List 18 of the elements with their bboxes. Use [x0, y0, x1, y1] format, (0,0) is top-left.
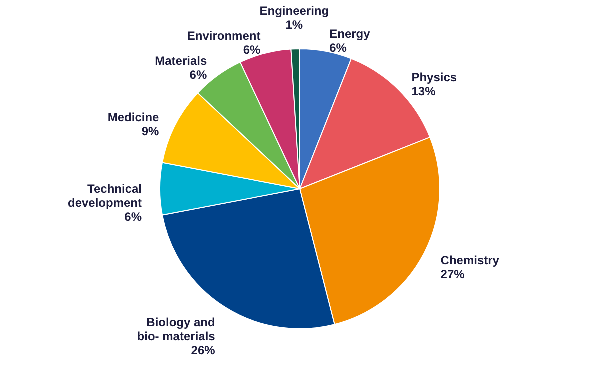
data-label: 6%	[124, 210, 142, 224]
data-label: 9%	[142, 124, 160, 138]
slice-label: Chemistry	[440, 254, 500, 268]
slice-label: Medicine	[108, 110, 160, 124]
data-label: 27%	[440, 268, 466, 282]
slice-label: Materials	[155, 54, 208, 68]
data-label: 1%	[286, 18, 304, 32]
slice-label: Technical development	[68, 182, 142, 210]
slice-label: Biology and bio- materials	[137, 315, 216, 344]
slice-label: Engineering	[260, 4, 330, 18]
slice-label: Energy	[330, 26, 371, 41]
data-label: 26%	[191, 343, 216, 358]
data-label: 13%	[412, 84, 436, 98]
data-label: 6%	[190, 68, 208, 82]
data-label: 6%	[330, 40, 348, 55]
slice-label: Environment	[187, 28, 261, 43]
slice-label: Physics	[412, 70, 458, 84]
data-label: 6%	[243, 42, 262, 57]
